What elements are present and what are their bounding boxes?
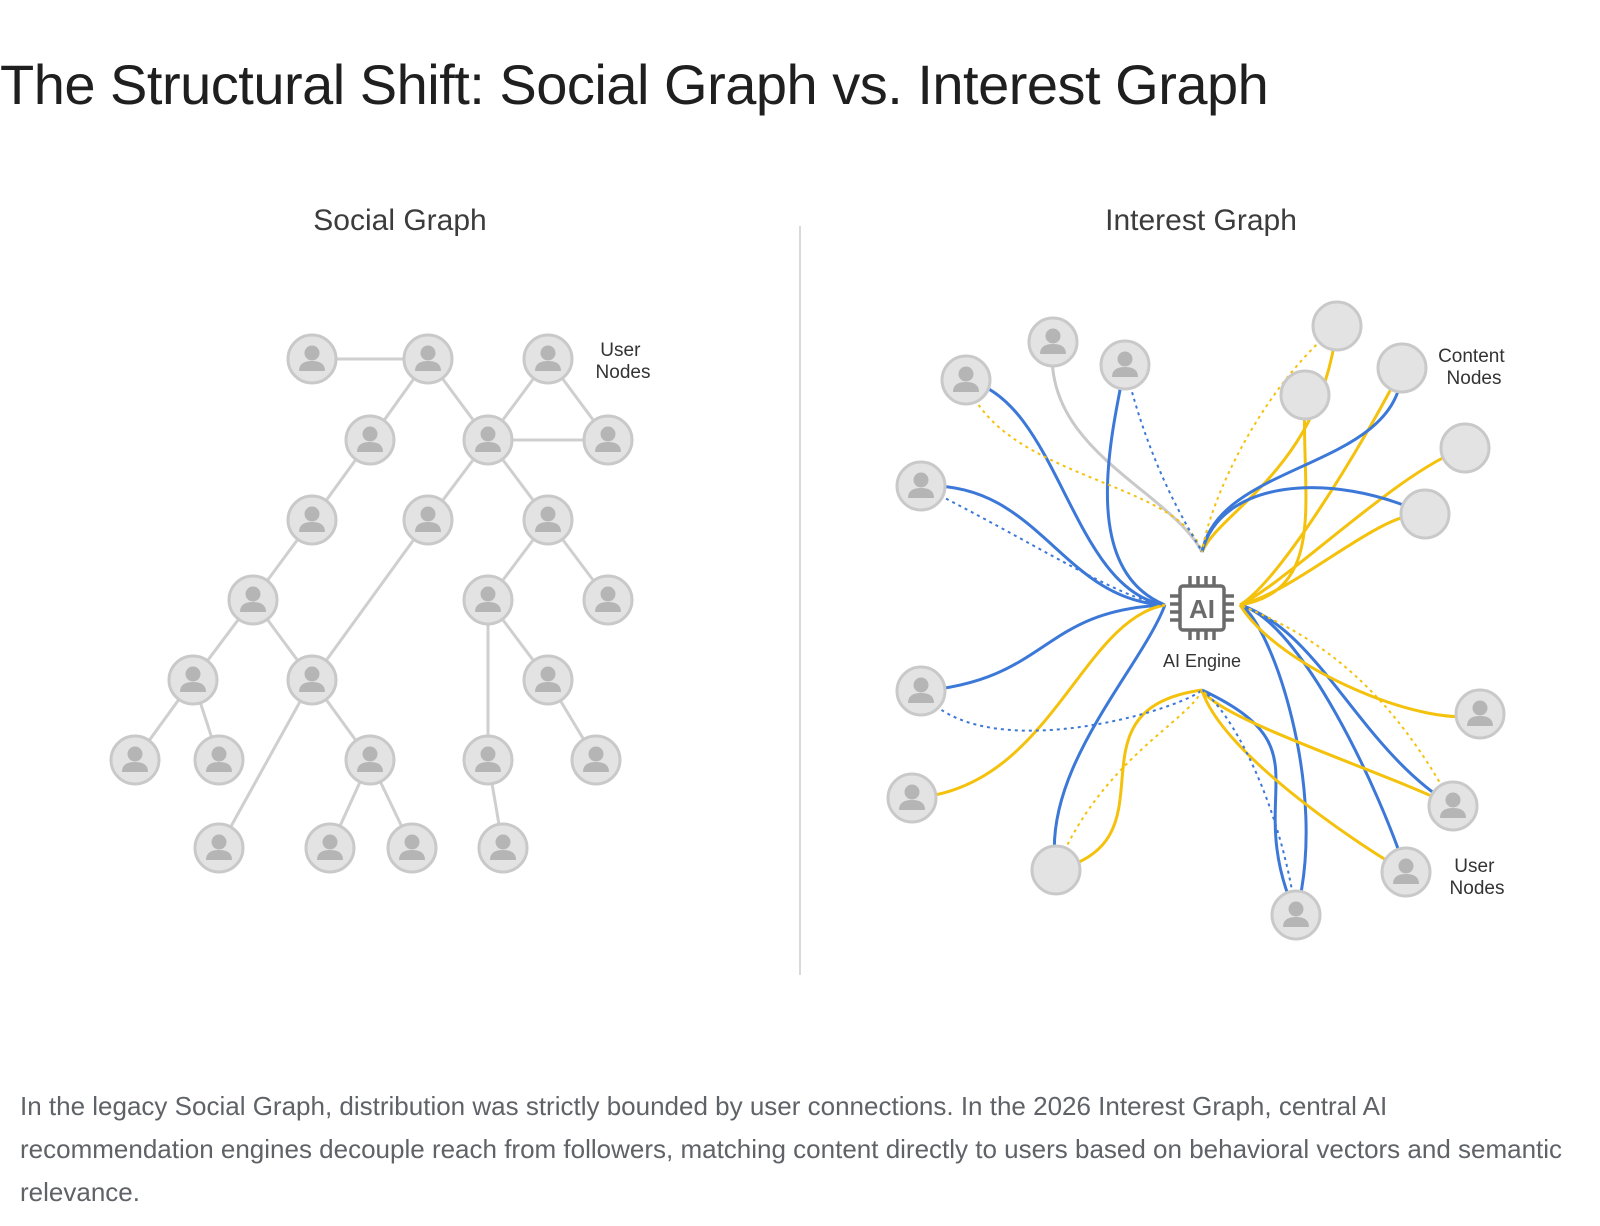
content-nodes-label: Content Nodes xyxy=(1438,346,1510,389)
user-node xyxy=(193,734,245,786)
social-graph-nodes xyxy=(109,333,634,874)
user-node xyxy=(940,354,992,406)
interest-graph: Interest Graph AI AI Engine Content Node… xyxy=(886,204,1510,941)
social-graph-title: Social Graph xyxy=(313,204,486,237)
user-node xyxy=(582,414,634,466)
user-node xyxy=(402,333,454,385)
user-node xyxy=(227,574,279,626)
interest-link xyxy=(920,603,1166,693)
user-node xyxy=(193,822,245,874)
user-node xyxy=(582,574,634,626)
interest-link xyxy=(1200,486,1426,553)
interest-link xyxy=(1124,364,1203,553)
ai-chip-text: AI xyxy=(1189,594,1215,624)
user-node xyxy=(304,822,356,874)
content-node xyxy=(1279,369,1331,421)
user-node xyxy=(1027,316,1079,368)
interest-link xyxy=(1239,603,1308,916)
user-node xyxy=(344,734,396,786)
user-node xyxy=(462,574,514,626)
interest-link xyxy=(1239,446,1466,607)
user-node xyxy=(386,822,438,874)
user-node xyxy=(109,734,161,786)
user-nodes-label: User Nodes xyxy=(596,340,651,383)
page-title: The Structural Shift: Social Graph vs. I… xyxy=(0,53,1269,116)
content-node xyxy=(1399,488,1451,540)
interest-link xyxy=(965,379,1203,553)
interest-link xyxy=(1200,689,1454,808)
cpu-chip-icon xyxy=(1170,576,1234,640)
user-node xyxy=(402,494,454,546)
content-node xyxy=(1030,844,1082,896)
user-node xyxy=(1099,339,1151,391)
ai-engine-label: AI Engine xyxy=(1163,651,1241,671)
user-node xyxy=(1380,846,1432,898)
interest-link xyxy=(1052,604,1167,871)
interest-graph-nodes xyxy=(886,300,1506,941)
user-node xyxy=(1427,780,1479,832)
caption: In the legacy Social Graph, distribution… xyxy=(20,1091,1563,1207)
user-node xyxy=(522,654,574,706)
interest-link xyxy=(1201,689,1297,916)
interest-link xyxy=(965,378,1166,607)
interest-link xyxy=(1200,325,1339,553)
user-node xyxy=(886,772,938,824)
social-edge xyxy=(310,519,430,681)
social-graph: Social Graph User Nodes xyxy=(109,204,651,874)
interest-graph-title: Interest Graph xyxy=(1105,204,1297,237)
interest-link xyxy=(1239,603,1454,808)
graph-comparison-diagram: Social Graph User Nodes Interest Graph xyxy=(109,204,1510,975)
user-node xyxy=(1270,889,1322,941)
user-node xyxy=(462,414,514,466)
user-node xyxy=(522,494,574,546)
interest-link xyxy=(1055,688,1203,872)
content-node xyxy=(1376,342,1428,394)
interest-link xyxy=(920,689,1203,732)
interest-link xyxy=(1239,512,1426,607)
user-node xyxy=(522,333,574,385)
interest-graph-links xyxy=(911,325,1481,916)
content-node xyxy=(1311,300,1363,352)
content-node xyxy=(1439,422,1491,474)
interest-link xyxy=(1055,689,1203,871)
user-node xyxy=(895,460,947,512)
ai-engine: AI xyxy=(1170,576,1234,640)
interest-link xyxy=(1239,367,1404,607)
interest-link xyxy=(1200,689,1407,874)
user-nodes-label-interest: User Nodes xyxy=(1450,856,1505,899)
interest-link xyxy=(920,485,1166,606)
user-node xyxy=(477,822,529,874)
interest-link xyxy=(1050,341,1204,553)
social-edge xyxy=(217,679,314,849)
user-node xyxy=(344,414,396,466)
user-node xyxy=(895,665,947,717)
interest-link xyxy=(1106,364,1166,607)
user-node xyxy=(286,654,338,706)
user-node xyxy=(167,654,219,706)
user-node xyxy=(1454,688,1506,740)
user-node xyxy=(286,494,338,546)
interest-link xyxy=(1201,688,1298,916)
user-node xyxy=(570,734,622,786)
user-node xyxy=(286,333,338,385)
interest-link xyxy=(920,484,1166,607)
interest-link xyxy=(911,603,1166,800)
interest-link xyxy=(1239,603,1408,873)
user-node xyxy=(462,734,514,786)
